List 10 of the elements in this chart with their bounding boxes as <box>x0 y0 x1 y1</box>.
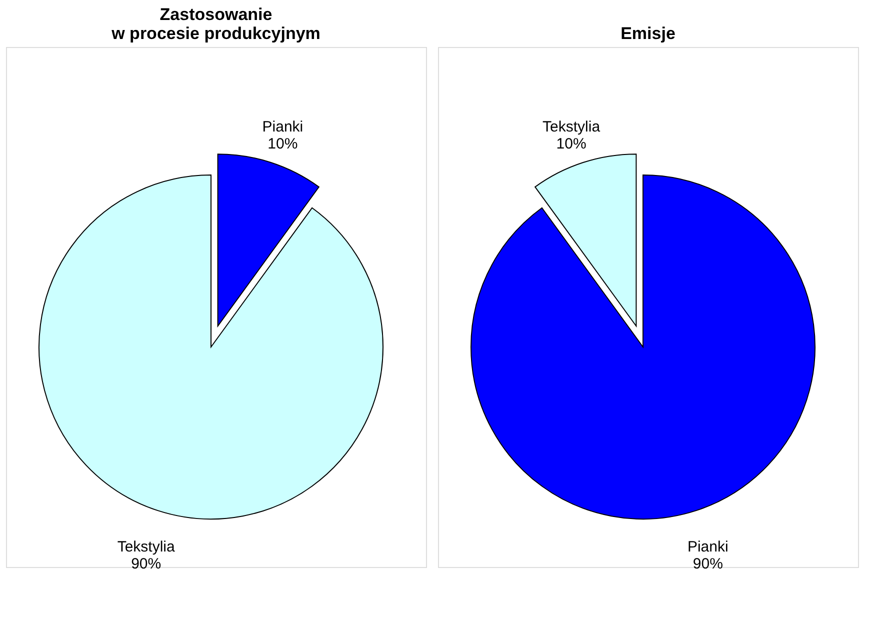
chart-title: Zastosowanie w procesie produkcyjnym <box>110 5 320 43</box>
chart-title: Emisje <box>620 24 676 43</box>
slice-label: Pianki <box>262 118 304 136</box>
data-label: 10% <box>268 135 298 152</box>
slice-label: Tekstylia <box>117 538 176 556</box>
data-label: 10% <box>556 135 586 152</box>
slice-label: Tekstylia <box>542 118 601 136</box>
data-label: 90% <box>692 556 723 573</box>
data-label: 90% <box>131 556 162 573</box>
slice-label: Pianki <box>687 538 728 556</box>
